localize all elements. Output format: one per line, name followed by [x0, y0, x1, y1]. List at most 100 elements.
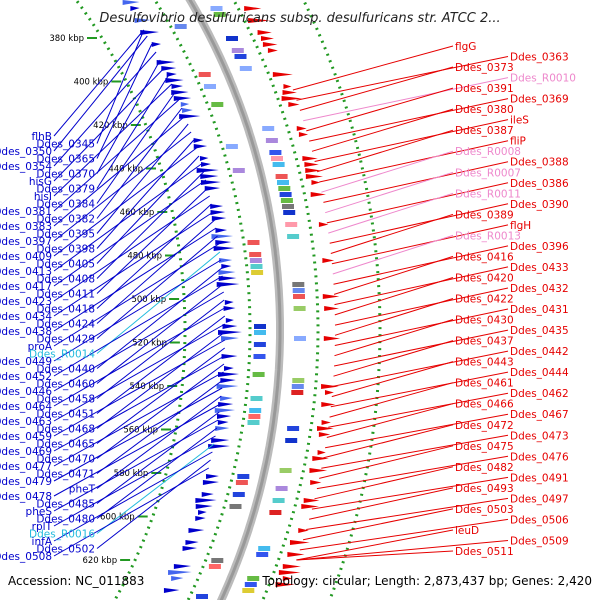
gene-label[interactable]: Ddes_0476	[510, 451, 569, 463]
gene-label[interactable]: Ddes_0461	[455, 378, 514, 390]
gene-label[interactable]: leuD	[455, 525, 479, 537]
gene-label[interactable]: Ddes_0466	[455, 399, 514, 411]
gene-label[interactable]: Ddes_0509	[510, 536, 569, 548]
gene-label[interactable]: Ddes_0430	[455, 315, 514, 327]
gene-label[interactable]: Ddes_0386	[510, 178, 569, 190]
gene-label[interactable]: Ddes_0458	[36, 394, 95, 406]
gene-label[interactable]: Ddes_0471	[36, 469, 95, 481]
gene-label[interactable]: Ddes_0424	[36, 319, 95, 331]
gene-label[interactable]: Ddes_0449	[0, 356, 52, 368]
gene-label[interactable]: Ddes_R0013	[455, 230, 521, 242]
gene-label[interactable]: Ddes_0491	[510, 472, 569, 484]
gene-label[interactable]: flgH	[510, 220, 531, 232]
gene-label[interactable]: Ddes_0443	[455, 357, 514, 369]
gene-label[interactable]: Ddes_0464	[0, 401, 52, 413]
gene-label[interactable]: Ddes_0383	[0, 221, 52, 233]
gene-label[interactable]: Ddes_0485	[36, 499, 95, 511]
gene-label[interactable]: Ddes_0508	[0, 551, 52, 563]
gene-label[interactable]: infA	[32, 536, 53, 548]
gene-label[interactable]: Ddes_0470	[36, 454, 95, 466]
gene-label[interactable]: Ddes_0497	[510, 493, 569, 505]
gene-label[interactable]: Ddes_0463	[0, 416, 52, 428]
gene-label[interactable]: Ddes_0462	[510, 388, 569, 400]
gene-label[interactable]: Ddes_0379	[36, 184, 95, 196]
gene-label[interactable]: Ddes_0354	[0, 161, 52, 173]
gene-label[interactable]: ileS	[510, 115, 529, 127]
gene-label[interactable]: flhB	[32, 131, 52, 143]
gene-label[interactable]: Ddes_0422	[455, 294, 514, 306]
gene-label[interactable]: Ddes_0479	[0, 476, 52, 488]
gene-label[interactable]: Ddes_R0014	[29, 349, 95, 361]
gene-label[interactable]: flgG	[455, 41, 476, 53]
gene-label[interactable]: Ddes_0478	[0, 491, 52, 503]
gene-label[interactable]: Ddes_0416	[455, 251, 514, 263]
gene-label[interactable]: Ddes_0390	[510, 199, 569, 211]
gene-label[interactable]: Ddes_0467	[510, 409, 569, 421]
gene-label[interactable]: Ddes_0387	[455, 125, 514, 137]
gene-label[interactable]: Ddes_0506	[510, 514, 569, 526]
gene-label[interactable]: Ddes_0391	[455, 83, 514, 95]
gene-label[interactable]: pheT	[69, 484, 96, 496]
gene-label[interactable]: Ddes_0469	[0, 446, 52, 458]
gene-label[interactable]: Ddes_0396	[510, 241, 569, 253]
gene-label[interactable]: hisG	[29, 176, 52, 188]
gene-label[interactable]: Ddes_0432	[510, 283, 569, 295]
gene-label[interactable]: Ddes_0493	[455, 483, 514, 495]
gene-label[interactable]: Ddes_R0008	[455, 146, 521, 158]
gene-label[interactable]: Ddes_0398	[36, 244, 95, 256]
gene-label[interactable]: hisI	[34, 191, 52, 203]
gene-label[interactable]: Ddes_0395	[36, 229, 95, 241]
gene-label[interactable]: Ddes_0452	[0, 371, 52, 383]
gene-label[interactable]: Ddes_R0010	[510, 73, 576, 85]
gene-label[interactable]: Ddes_0363	[510, 52, 569, 64]
gene-label[interactable]: pheS	[26, 506, 53, 518]
gene-label[interactable]: Ddes_0511	[455, 546, 514, 558]
gene-label[interactable]: Ddes_0446	[0, 386, 52, 398]
gene-label[interactable]: Ddes_0434	[0, 311, 52, 323]
gene-label[interactable]: Ddes_0465	[36, 439, 95, 451]
gene-label[interactable]: Ddes_0433	[510, 262, 569, 274]
gene-label[interactable]: Ddes_0438	[0, 326, 52, 338]
gene-label[interactable]: Ddes_0369	[510, 94, 569, 106]
gene-label[interactable]: Ddes_0435	[510, 325, 569, 337]
gene-label[interactable]: Ddes_0413	[0, 266, 52, 278]
gene-label[interactable]: Ddes_0370	[36, 169, 95, 181]
gene-label[interactable]: Ddes_0365	[36, 154, 95, 166]
gene-label[interactable]: Ddes_0468	[36, 424, 95, 436]
gene-label[interactable]: Ddes_0431	[510, 304, 569, 316]
gene-label[interactable]: Ddes_0382	[36, 214, 95, 226]
gene-label[interactable]: Ddes_0389	[455, 209, 514, 221]
gene-label[interactable]: Ddes_0502	[36, 544, 95, 556]
gene-label[interactable]: Ddes_0423	[0, 296, 52, 308]
gene-label[interactable]: Ddes_0420	[455, 273, 514, 285]
gene-label[interactable]: Ddes_0408	[36, 274, 95, 286]
gene-label[interactable]: Ddes_0477	[0, 461, 52, 473]
gene-label[interactable]: Ddes_0384	[36, 199, 95, 211]
gene-label[interactable]: Ddes_R0007	[455, 167, 521, 179]
gene-label[interactable]: proA	[28, 341, 53, 353]
gene-label[interactable]: rplT	[32, 521, 53, 533]
gene-label[interactable]: Ddes_0345	[36, 139, 95, 151]
gene-label[interactable]: Ddes_0405	[36, 259, 95, 271]
gene-label[interactable]: Ddes_0418	[36, 304, 95, 316]
gene-label[interactable]: fliP	[510, 136, 526, 148]
gene-label[interactable]: Ddes_0440	[36, 364, 95, 376]
gene-label[interactable]: Ddes_0442	[510, 346, 569, 358]
gene-label[interactable]: Ddes_0451	[36, 409, 95, 421]
gene-label[interactable]: Ddes_0429	[36, 334, 95, 346]
gene-label[interactable]: Ddes_0503	[455, 504, 514, 516]
gene-label[interactable]: Ddes_0444	[510, 367, 569, 379]
gene-label[interactable]: Ddes_0417	[0, 281, 52, 293]
gene-label[interactable]: Ddes_0460	[36, 379, 95, 391]
gene-label[interactable]: Ddes_0473	[510, 430, 569, 442]
gene-label[interactable]: Ddes_0482	[455, 462, 514, 474]
gene-label[interactable]: Ddes_0380	[455, 104, 514, 116]
gene-label[interactable]: Ddes_0397	[0, 236, 52, 248]
gene-label[interactable]: Ddes_0459	[0, 431, 52, 443]
gene-label[interactable]: Ddes_0480	[36, 514, 95, 526]
gene-label[interactable]: Ddes_0350	[0, 146, 52, 158]
gene-label[interactable]: Ddes_R0016	[29, 529, 95, 541]
gene-label[interactable]: Ddes_R0011	[455, 188, 521, 200]
gene-label[interactable]: Ddes_0373	[455, 62, 514, 74]
gene-label[interactable]: Ddes_0411	[36, 289, 95, 301]
